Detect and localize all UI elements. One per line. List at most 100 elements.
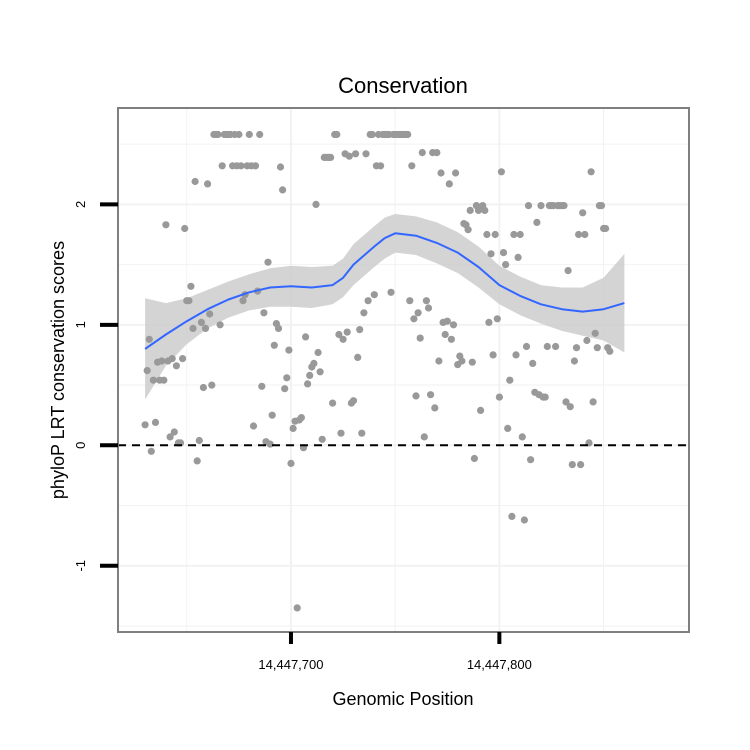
data-point-134 xyxy=(420,433,428,441)
data-point-100 xyxy=(349,397,358,405)
data-point-89 xyxy=(327,153,335,161)
data-point-158 xyxy=(470,454,478,463)
data-point-179 xyxy=(514,253,522,261)
smooth-line xyxy=(144,232,625,350)
data-point-52 xyxy=(249,422,258,430)
data-point-152 xyxy=(458,357,466,365)
data-point-133 xyxy=(418,149,426,157)
data-point-219 xyxy=(597,202,606,210)
data-point-92 xyxy=(333,130,341,139)
y-tick-label-0: -1 xyxy=(73,560,88,572)
data-point-106 xyxy=(362,150,370,158)
data-point-30 xyxy=(204,180,212,188)
data-point-32 xyxy=(208,381,216,389)
data-point-207 xyxy=(572,344,581,352)
data-point-172 xyxy=(499,249,508,257)
data-point-64 xyxy=(274,324,283,332)
data-point-181 xyxy=(518,433,526,441)
data-point-171 xyxy=(497,168,505,176)
data-point-77 xyxy=(302,333,310,341)
data-point-15 xyxy=(172,362,180,370)
data-point-10 xyxy=(162,221,170,229)
data-point-135 xyxy=(422,297,430,305)
data-point-94 xyxy=(337,429,345,437)
data-point-186 xyxy=(529,359,537,367)
data-point-127 xyxy=(406,297,414,305)
data-point-68 xyxy=(283,374,291,382)
data-point-4 xyxy=(149,376,157,384)
confidence-band xyxy=(145,214,625,400)
data-point-163 xyxy=(481,206,489,214)
data-point-53 xyxy=(251,162,260,170)
data-point-110 xyxy=(370,291,378,299)
data-point-82 xyxy=(312,200,320,208)
data-point-212 xyxy=(583,336,591,345)
data-point-18 xyxy=(179,355,187,363)
data-point-61 xyxy=(268,411,276,419)
data-point-79 xyxy=(306,371,314,379)
data-point-136 xyxy=(424,304,433,312)
data-point-205 xyxy=(568,461,576,469)
data-point-184 xyxy=(524,202,533,210)
y-tick-label-3: 2 xyxy=(73,201,88,208)
data-point-65 xyxy=(276,163,285,171)
data-point-57 xyxy=(260,309,268,317)
data-point-3 xyxy=(147,447,155,455)
data-point-35 xyxy=(214,130,222,139)
data-point-188 xyxy=(533,218,541,226)
plot-panel-border xyxy=(117,107,690,633)
data-point-157 xyxy=(468,358,476,366)
data-point-113 xyxy=(377,162,385,170)
data-point-14 xyxy=(170,428,178,436)
data-point-166 xyxy=(487,250,495,258)
data-point-83 xyxy=(314,348,322,357)
chart-title: Conservation xyxy=(338,73,468,98)
data-point-164 xyxy=(483,230,491,239)
data-point-107 xyxy=(364,297,372,305)
data-point-55 xyxy=(256,130,264,139)
data-point-221 xyxy=(602,224,610,233)
data-point-182 xyxy=(520,516,529,524)
data-point-174 xyxy=(504,424,512,432)
data-point-73 xyxy=(293,604,301,612)
data-point-217 xyxy=(593,344,601,352)
data-point-141 xyxy=(435,357,443,365)
data-point-170 xyxy=(495,393,503,401)
data-point-90 xyxy=(329,399,337,407)
data-point-66 xyxy=(279,186,287,194)
data-point-180 xyxy=(516,230,524,239)
data-point-155 xyxy=(464,226,472,234)
data-point-193 xyxy=(543,342,551,351)
data-point-75 xyxy=(297,414,305,422)
data-point-84 xyxy=(316,368,324,376)
data-point-192 xyxy=(541,393,549,401)
data-point-190 xyxy=(537,202,545,210)
data-point-21 xyxy=(185,297,193,305)
data-point-131 xyxy=(414,309,422,317)
x-axis-title: Genomic Position xyxy=(332,689,473,709)
data-point-208 xyxy=(575,230,583,239)
data-point-47 xyxy=(239,297,247,305)
data-point-12 xyxy=(166,433,174,441)
data-point-160 xyxy=(474,206,483,214)
data-point-185 xyxy=(527,456,535,464)
data-point-144 xyxy=(441,330,449,339)
data-point-169 xyxy=(493,315,501,323)
data-point-201 xyxy=(560,202,568,210)
data-point-128 xyxy=(408,162,416,170)
data-point-5 xyxy=(151,418,160,426)
data-point-56 xyxy=(258,382,266,390)
data-point-46 xyxy=(237,162,245,170)
data-point-118 xyxy=(387,288,395,296)
data-point-146 xyxy=(445,180,453,188)
smooth-line-layer xyxy=(144,232,625,350)
data-point-78 xyxy=(304,380,312,388)
data-point-140 xyxy=(433,149,441,157)
data-point-103 xyxy=(356,326,364,334)
data-point-81 xyxy=(310,359,318,367)
data-point-197 xyxy=(552,342,560,351)
data-point-85 xyxy=(318,435,326,443)
data-point-130 xyxy=(412,392,420,400)
data-point-210 xyxy=(579,209,587,217)
